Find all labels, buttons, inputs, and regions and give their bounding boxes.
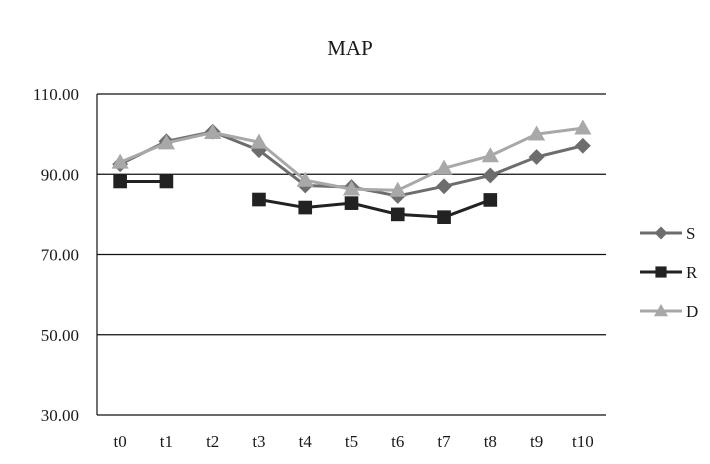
- legend-label: D: [686, 302, 698, 321]
- y-tick-label: 70.00: [41, 246, 79, 265]
- data-point: [250, 133, 268, 149]
- series-line-segment: [536, 126, 584, 136]
- data-point: [252, 192, 266, 207]
- data-point: [159, 174, 174, 189]
- y-tick-label: 30.00: [41, 406, 79, 425]
- data-point: [437, 210, 451, 225]
- series-line-segment: [166, 131, 214, 145]
- legend: S R D: [640, 224, 698, 321]
- series-line-segment: [443, 173, 491, 188]
- data-point: [482, 167, 499, 184]
- data-point: [113, 174, 127, 189]
- axes: 110.00 90.00 70.00 50.00 30.00 t0 t1 t2 t3 t4 t5 t6…: [33, 85, 594, 451]
- legend-label: S: [686, 224, 695, 243]
- data-point: [344, 196, 359, 210]
- series-line-segment: [536, 144, 584, 159]
- legend-item-D: D: [640, 302, 698, 321]
- series-layer: [111, 119, 592, 225]
- data-point: [653, 303, 669, 317]
- data-point: [298, 200, 313, 215]
- series-line-segment: [397, 166, 445, 192]
- legend-item-S: S: [640, 224, 695, 243]
- data-point: [296, 171, 314, 187]
- data-point: [574, 119, 592, 135]
- series-line-segment: [258, 198, 306, 210]
- data-point: [342, 180, 361, 196]
- y-tick-label: 110.00: [33, 85, 79, 104]
- series-line-segment: [489, 132, 538, 158]
- x-tick-label: t5: [345, 432, 358, 451]
- x-tick-label: t3: [252, 432, 265, 451]
- series-line-segment: [304, 178, 352, 191]
- x-tick-label: t8: [484, 432, 497, 451]
- series-line-segment: [351, 187, 398, 192]
- series-line-segment: [489, 155, 538, 177]
- series-line-segment: [258, 148, 307, 187]
- y-tick-label: 50.00: [41, 326, 79, 345]
- series-line-segment: [397, 184, 445, 198]
- data-point: [528, 125, 546, 141]
- x-tick-label: t6: [391, 432, 404, 451]
- data-point: [655, 266, 667, 278]
- chart-title: MAP: [327, 36, 373, 60]
- x-tick-label: t0: [114, 432, 127, 451]
- data-point: [528, 149, 545, 165]
- data-point: [654, 226, 668, 240]
- data-point: [481, 147, 499, 163]
- data-point: [389, 181, 407, 197]
- series-line-segment: [397, 212, 445, 219]
- data-point: [390, 207, 405, 222]
- x-tick-label: t2: [206, 432, 219, 451]
- x-tick-label: t7: [437, 432, 451, 451]
- legend-item-R: R: [640, 263, 698, 282]
- series-D: [111, 119, 592, 197]
- x-tick-label: t9: [530, 432, 543, 451]
- data-point: [111, 153, 129, 169]
- series-line-segment: [351, 201, 399, 216]
- series-line-segment: [212, 131, 260, 144]
- series-R: [113, 174, 498, 225]
- data-point: [574, 137, 591, 154]
- x-tick-label: t10: [572, 432, 594, 451]
- data-point: [436, 178, 452, 195]
- series-line-segment: [443, 198, 491, 219]
- x-tick-label: t1: [160, 432, 173, 451]
- x-tick-label: t4: [299, 432, 313, 451]
- data-point: [251, 142, 267, 159]
- legend-label: R: [686, 263, 698, 282]
- data-point: [157, 134, 175, 150]
- gridlines: [97, 93, 606, 416]
- series-line-segment: [443, 154, 491, 170]
- y-tick-label: 90.00: [41, 165, 79, 184]
- data-point: [204, 123, 222, 139]
- data-point: [435, 159, 453, 175]
- data-point: [483, 193, 498, 207]
- series-line-segment: [305, 201, 352, 210]
- series-line-segment: [119, 141, 167, 164]
